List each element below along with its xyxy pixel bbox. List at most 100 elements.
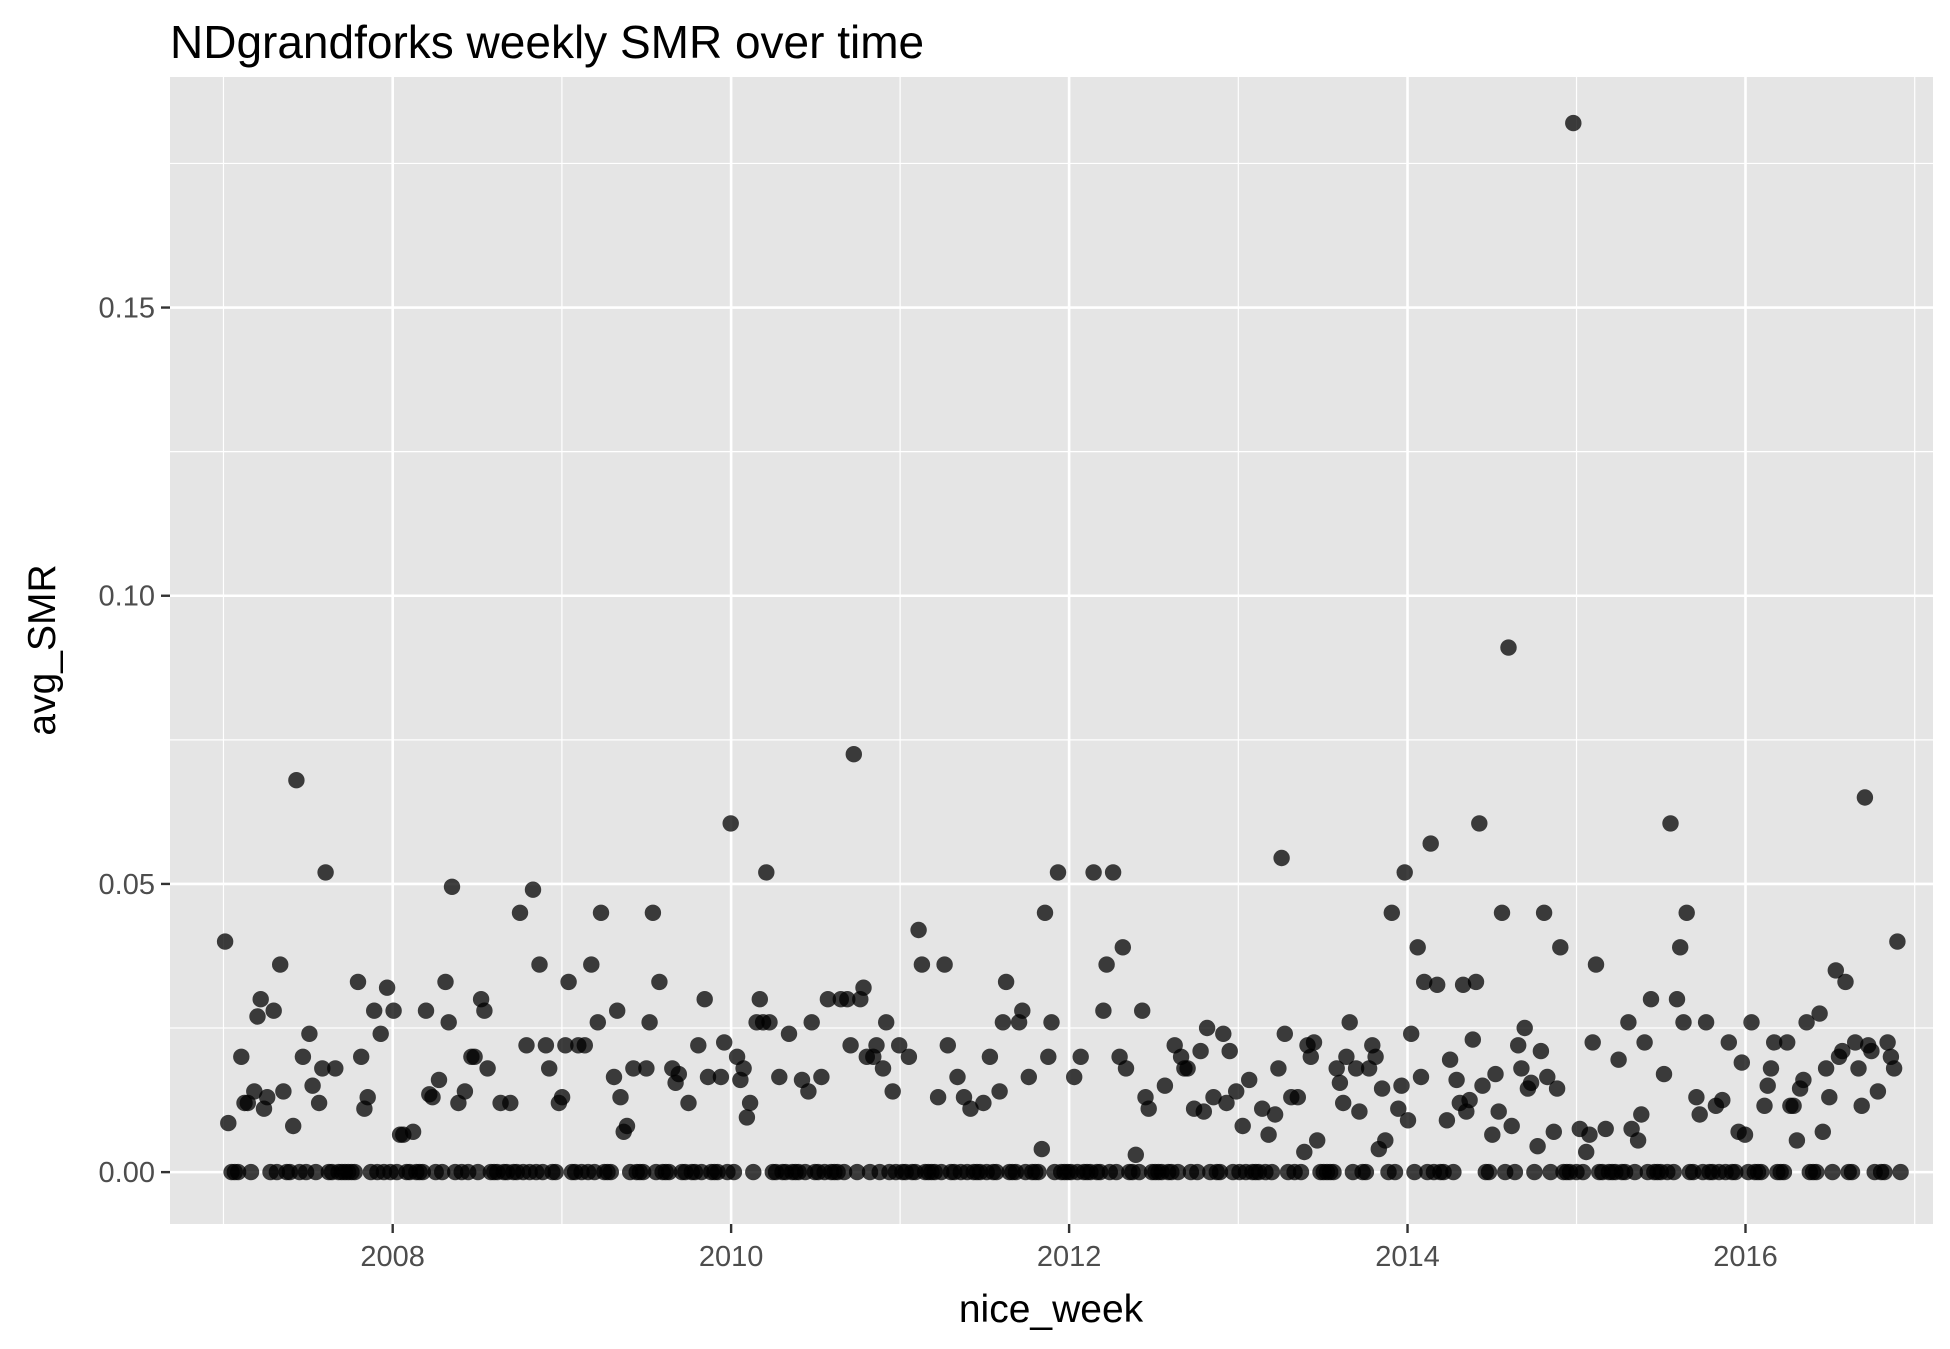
data-point [842, 1037, 859, 1054]
data-point [735, 1060, 752, 1077]
data-point [1192, 1042, 1209, 1060]
data-point [1260, 1126, 1277, 1143]
data-point [1117, 1060, 1135, 1077]
data-point [1215, 1025, 1232, 1043]
data-point [962, 1100, 979, 1117]
plot-panel [170, 77, 1933, 1224]
data-point [1020, 1068, 1037, 1086]
data-point [1338, 1048, 1355, 1066]
data-point [1484, 1126, 1501, 1143]
data-point [1156, 1077, 1174, 1094]
data-point [1775, 1163, 1793, 1181]
data-point [294, 1048, 312, 1066]
data-point [1396, 864, 1413, 881]
data-point [1422, 835, 1439, 852]
data-point [1817, 1060, 1835, 1077]
data-point [1467, 973, 1485, 991]
data-points [216, 114, 1909, 1181]
data-point [1811, 1005, 1828, 1022]
x-axis: 2008 2010 2012 2014 2016 [360, 1224, 1778, 1273]
data-point [304, 1077, 321, 1094]
data-point [1114, 939, 1132, 956]
data-point [949, 1068, 966, 1086]
data-point [1526, 1163, 1543, 1181]
data-point [1668, 991, 1686, 1008]
data-point [220, 1114, 237, 1132]
data-point [1328, 1060, 1345, 1077]
data-point [233, 1048, 250, 1066]
data-point [1885, 1060, 1903, 1077]
data-point [1759, 1077, 1776, 1094]
data-point [625, 1060, 642, 1077]
data-point [738, 1109, 756, 1126]
data-point [1834, 1042, 1851, 1060]
data-point [1548, 1080, 1566, 1097]
data-point [1218, 1094, 1235, 1112]
data-point [1574, 1163, 1592, 1181]
data-point [1853, 1097, 1870, 1115]
data-point [1043, 1014, 1060, 1031]
data-point [1403, 1025, 1420, 1043]
data-point [1416, 973, 1433, 991]
data-point [1335, 1094, 1352, 1112]
data-point [385, 1002, 402, 1019]
data-point [1493, 904, 1511, 921]
data-point [557, 1037, 574, 1054]
data-point [1688, 1089, 1705, 1106]
data-point [835, 1163, 853, 1181]
data-point [1522, 1074, 1540, 1092]
data-point [1642, 991, 1660, 1008]
data-point [725, 1163, 743, 1181]
data-point [317, 864, 334, 881]
data-point [1697, 1014, 1715, 1031]
data-point [997, 973, 1015, 991]
data-point [609, 1002, 626, 1019]
data-point [1850, 1060, 1867, 1077]
data-point [1254, 1100, 1271, 1117]
data-point [1529, 1138, 1546, 1155]
data-point [1756, 1097, 1773, 1115]
data-point [878, 1014, 895, 1031]
x-axis-title: nice_week [959, 1288, 1144, 1331]
data-point [605, 1068, 623, 1086]
data-point [1367, 1048, 1384, 1066]
data-point [1331, 1074, 1349, 1092]
data-point [1879, 1034, 1896, 1051]
data-point [547, 1163, 564, 1181]
data-point [1085, 864, 1102, 881]
data-point [1471, 815, 1488, 832]
chart-title: NDgrandforks weekly SMR over time [170, 16, 924, 68]
data-point [1753, 1163, 1770, 1181]
data-point [1490, 1103, 1507, 1120]
data-point [541, 1060, 558, 1077]
data-point [1610, 1051, 1627, 1068]
data-point [1814, 1123, 1832, 1141]
data-point [745, 1163, 762, 1181]
data-point [874, 1060, 892, 1077]
data-point [1386, 1163, 1404, 1181]
data-point [1179, 1060, 1196, 1077]
data-point [1795, 1071, 1812, 1089]
data-point [618, 1117, 636, 1135]
data-point [1727, 1163, 1744, 1181]
data-point [1736, 1126, 1754, 1143]
data-point [981, 1048, 999, 1066]
data-point [275, 1083, 292, 1100]
data-point [1733, 1054, 1751, 1071]
data-point [1863, 1042, 1880, 1060]
data-point [1445, 1163, 1462, 1181]
data-point [1889, 933, 1906, 950]
data-point [1655, 1065, 1673, 1083]
data-point [660, 1163, 678, 1181]
data-point [1409, 939, 1426, 956]
data-point [780, 1025, 798, 1043]
data-point [839, 991, 856, 1008]
data-point [1892, 1163, 1909, 1181]
data-point [1130, 1163, 1148, 1181]
data-point [1581, 1126, 1598, 1143]
data-point [1480, 1163, 1498, 1181]
data-point [1506, 1163, 1524, 1181]
data-point [670, 1065, 687, 1083]
data-point [975, 1094, 992, 1112]
data-point [741, 1094, 759, 1112]
